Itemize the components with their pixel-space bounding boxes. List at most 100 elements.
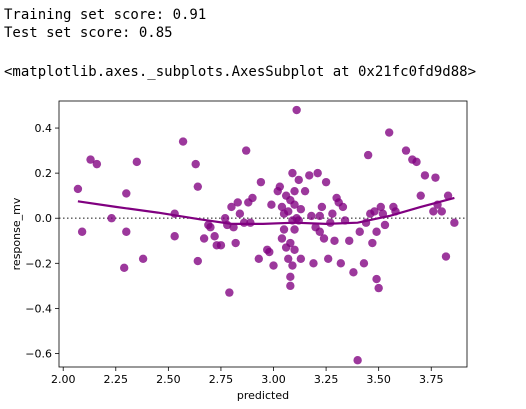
data-point xyxy=(323,254,333,263)
x-tick-label: 2.25 xyxy=(104,373,129,386)
data-point xyxy=(288,168,297,178)
data-point xyxy=(315,211,324,221)
data-point xyxy=(199,234,209,243)
y-axis-label: response_mv xyxy=(10,197,23,270)
data-point xyxy=(429,207,438,216)
data-point xyxy=(296,254,306,263)
data-point xyxy=(229,223,238,232)
data-point xyxy=(305,171,314,180)
data-point xyxy=(107,214,116,223)
data-point xyxy=(353,356,362,365)
data-point xyxy=(294,175,303,185)
data-point xyxy=(77,227,87,236)
y-axis: −0.6 −0.4 −0.2 0.0 0.2 0.4 xyxy=(25,122,59,360)
data-point xyxy=(416,191,425,200)
data-point xyxy=(349,268,358,277)
data-point xyxy=(284,254,293,263)
data-point xyxy=(441,252,451,261)
data-point xyxy=(216,241,226,250)
data-point xyxy=(265,247,274,257)
y-tick-label: −0.4 xyxy=(25,302,52,315)
axes-repr-text: <matplotlib.axes._subplots.AxesSubplot a… xyxy=(4,64,477,80)
data-point xyxy=(220,214,230,223)
data-point xyxy=(241,146,251,155)
data-point xyxy=(330,236,339,245)
x-tick-label: 3.25 xyxy=(314,373,339,386)
data-point xyxy=(412,157,421,167)
data-point xyxy=(279,225,289,234)
plot-frame xyxy=(58,100,468,368)
data-point xyxy=(355,227,364,236)
data-point xyxy=(450,218,459,227)
data-point xyxy=(275,182,285,191)
x-tick-label: 2.50 xyxy=(156,373,181,386)
data-point xyxy=(170,232,179,241)
data-point xyxy=(328,209,337,218)
data-point xyxy=(277,234,287,243)
x-tick-label: 2.00 xyxy=(51,373,76,386)
data-point xyxy=(307,211,316,221)
smoothing-curve xyxy=(77,196,455,226)
data-point xyxy=(443,191,453,200)
data-point xyxy=(368,238,377,248)
data-point xyxy=(191,159,200,169)
data-point xyxy=(431,173,440,182)
data-point xyxy=(300,186,310,196)
data-point xyxy=(292,105,301,115)
data-point xyxy=(401,146,411,155)
data-point xyxy=(315,227,324,236)
data-point xyxy=(290,245,299,254)
data-point xyxy=(290,200,299,209)
data-point xyxy=(231,238,240,248)
data-point xyxy=(317,202,327,212)
data-point xyxy=(210,232,219,241)
data-point xyxy=(345,236,354,245)
data-point xyxy=(138,254,148,263)
data-point xyxy=(376,202,385,212)
data-point xyxy=(384,128,394,137)
data-point xyxy=(86,155,95,164)
data-point xyxy=(267,200,276,209)
data-point xyxy=(363,150,373,160)
data-point xyxy=(290,225,299,234)
data-point xyxy=(336,259,346,268)
data-point xyxy=(319,234,329,243)
data-point xyxy=(374,283,383,293)
x-axis: 2.00 2.25 2.50 2.75 3.00 3.25 3.50 3.75 xyxy=(51,367,444,386)
data-point xyxy=(193,256,203,266)
data-point xyxy=(370,207,379,216)
test-score-text: Test set score: 0.85 xyxy=(4,25,173,41)
data-point xyxy=(284,207,293,216)
data-point xyxy=(227,202,236,212)
data-point xyxy=(92,159,102,169)
y-tick-label: 0.0 xyxy=(35,212,53,225)
data-point xyxy=(122,189,131,198)
data-point xyxy=(372,227,381,236)
data-point xyxy=(420,171,430,180)
curve-layer xyxy=(77,196,455,226)
data-point xyxy=(206,223,215,232)
x-tick-label: 3.75 xyxy=(419,373,444,386)
data-point xyxy=(122,227,131,236)
data-point xyxy=(193,182,203,191)
data-point xyxy=(225,288,234,297)
data-point xyxy=(309,259,318,268)
x-tick-label: 2.75 xyxy=(209,373,234,386)
data-point xyxy=(269,261,278,270)
data-point xyxy=(132,157,142,167)
data-point xyxy=(437,207,446,216)
data-point xyxy=(380,220,390,230)
x-tick-label: 3.50 xyxy=(366,373,391,386)
training-score-text: Training set score: 0.91 xyxy=(4,7,207,23)
data-point xyxy=(254,254,263,263)
data-point xyxy=(372,274,381,284)
data-point xyxy=(235,209,245,218)
data-point xyxy=(296,205,306,214)
data-point xyxy=(313,168,322,178)
data-point xyxy=(286,272,295,282)
data-point xyxy=(277,202,287,212)
data-point xyxy=(256,177,266,187)
y-tick-label: 0.4 xyxy=(35,122,53,135)
data-point xyxy=(359,259,369,268)
